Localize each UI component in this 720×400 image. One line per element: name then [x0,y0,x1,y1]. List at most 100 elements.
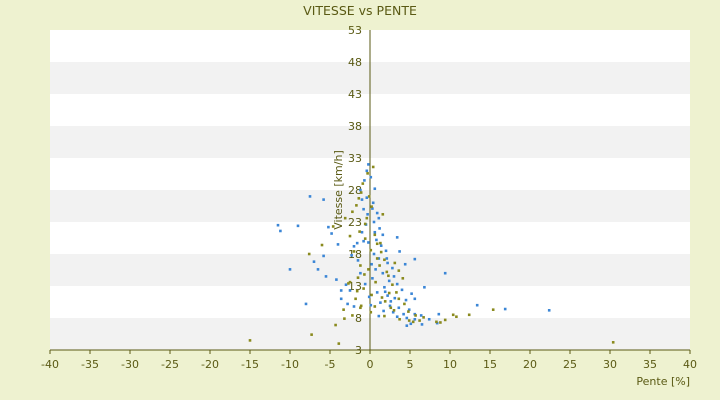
x-tick-label: 30 [603,358,617,371]
x-tick-label: 15 [483,358,497,371]
data-point-blue [288,268,292,271]
data-point-blue [324,275,328,278]
data-point-blue [381,233,385,237]
data-point-olive [467,313,471,317]
x-tick-label: 0 [367,358,374,371]
data-point-blue [385,257,389,260]
x-tick-label: 25 [563,358,577,371]
data-point-olive [451,313,455,317]
data-point-olive [343,317,346,320]
data-point-blue [405,324,409,327]
x-tick-label: 5 [407,358,414,371]
data-point-olive [363,222,367,226]
data-point-olive [414,314,417,317]
data-point-blue [419,314,423,317]
data-point-olive [383,300,387,303]
data-point-olive [378,264,381,267]
data-point-blue [413,257,417,261]
data-point-blue [352,245,356,248]
data-point-blue [308,195,312,198]
data-point-olive [391,283,394,287]
data-point-blue [339,289,343,292]
data-point-blue [393,296,397,300]
data-point-olive [320,243,324,247]
data-point-olive [354,297,357,301]
data-point-olive [383,258,386,262]
data-point-blue [346,302,349,306]
data-point-blue [371,201,375,205]
data-point-olive [397,269,401,272]
data-point-blue [404,298,408,302]
x-tick-label: -30 [121,358,139,371]
data-point-blue [373,187,377,191]
data-point-olive [611,341,615,344]
data-point-olive [337,342,341,345]
data-point-blue [383,290,387,294]
x-tick-labels: -40 -35 -30 -25 -20 -15 -10 -5 0 5 10 15 20 25 30 35 40 [41,350,697,371]
data-point-olive [385,270,389,274]
data-point-blue [370,262,373,266]
x-axis-label: Pente [%] [636,375,690,388]
data-point-blue [348,289,352,292]
data-point-olive [342,308,345,311]
data-point-olive [418,319,421,322]
data-point-blue [369,175,373,179]
data-point-olive [370,205,373,208]
data-point-blue [369,303,373,307]
data-point-blue [381,271,385,275]
data-point-blue [397,306,401,310]
data-point-olive [361,182,365,185]
data-point-olive [359,264,362,267]
data-point-olive [379,250,383,254]
data-point-blue [367,163,370,166]
data-point-blue [316,268,320,271]
x-tick-label: 40 [683,358,697,371]
data-point-blue [443,271,447,275]
data-point-olive [375,257,379,260]
data-point-blue [378,227,381,230]
data-point-blue [382,309,385,313]
data-point-blue [372,220,376,224]
x-tick-label: -10 [281,358,299,371]
data-point-olive [435,320,438,324]
x-tick-label: -15 [241,358,259,371]
data-point-olive [397,297,401,301]
data-point-blue [427,317,431,321]
data-point-olive [439,321,442,324]
data-point-blue [356,259,360,262]
data-point-olive [374,280,377,284]
data-point-blue [413,297,417,301]
data-point-olive [369,310,373,314]
data-point-blue [371,277,374,280]
data-point-blue [392,275,396,278]
data-point-blue [420,323,424,326]
data-point-blue [405,316,409,320]
data-point-blue [339,297,343,301]
data-point-olive [411,320,415,324]
data-point-blue [367,241,370,244]
data-point-olive [310,333,313,336]
data-point-blue [365,169,369,173]
y-tick-label: 33 [348,152,362,165]
data-point-blue [547,309,551,312]
data-point-olive [334,323,337,327]
data-point-olive [373,305,377,308]
data-point-blue [355,241,359,245]
data-point-olive [383,314,386,318]
data-point-blue [296,224,300,228]
data-point-olive [331,225,335,228]
data-point-olive [352,250,356,253]
data-point-blue [387,279,391,283]
data-point-blue [372,252,376,256]
data-point-blue [375,238,378,242]
data-point-blue [336,243,340,246]
data-point-blue [403,262,407,266]
data-point-blue [330,232,333,235]
data-point-olive [422,316,425,319]
data-point-olive [443,318,447,322]
data-point-blue [402,312,405,316]
x-tick-label: -40 [41,358,59,371]
data-point-blue [335,278,338,281]
x-tick-label: 35 [643,358,657,371]
data-point-blue [360,230,364,234]
